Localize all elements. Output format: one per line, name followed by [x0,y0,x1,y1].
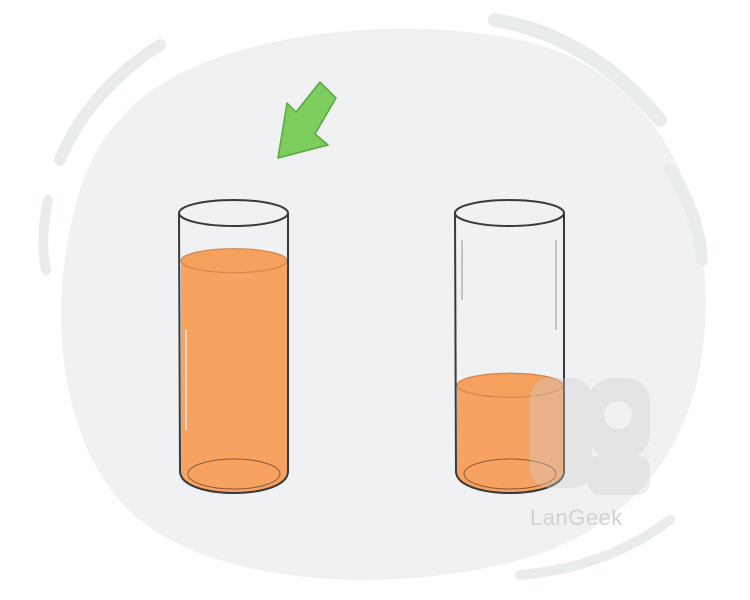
liquid-body [457,385,563,493]
low-glass [454,199,565,494]
glass-base [187,458,281,490]
watermark-brand: LanGeek [530,505,623,530]
langeek-logo-icon [530,378,650,495]
glass-rim [178,199,289,227]
glass-base [463,458,557,490]
glass-rim [454,199,565,227]
background-blob [61,28,706,580]
pointer-arrow-icon [277,81,337,159]
glass-outline [454,212,565,494]
sketch-stroke [38,195,53,275]
glass-outline [178,212,289,494]
full-glass [178,199,289,494]
sketch-stroke [515,515,675,580]
liquid-surface [180,248,288,274]
sketch-stroke [488,13,667,127]
liquid-body [181,260,287,493]
sketch-stroke [664,164,708,266]
sketch-stroke [54,39,166,166]
